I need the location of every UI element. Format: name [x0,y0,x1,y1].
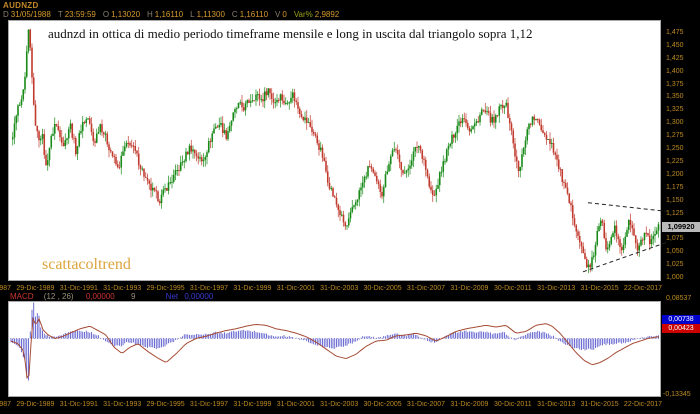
date-tick: 31-Dic-2013 [537,401,576,408]
watermark: scattacoltrend [42,256,131,273]
last-price-tag: 1,09920 [662,221,700,232]
date-tick: 30-Dic-2005 [363,285,402,292]
price-chart-panel[interactable] [8,20,661,281]
macd-axis-max: 0,08537 [666,295,692,302]
price-tick: 1,325 [666,106,684,114]
ohlc-header: D 31/05/1988 T 23:59:59 O 1,13020 H 1,16110 L 1,1… [3,10,346,19]
price-tick: 1,450 [666,41,684,49]
date-tick: 31-Dic-1991 [59,401,98,408]
field-value: 1,11300 [196,10,225,19]
date-tick: 31-Dic-2015 [580,401,619,408]
field-value: 2,9892 [314,10,340,19]
field-label: C [231,10,238,19]
date-tick: 30-Dic-2011 [493,401,532,408]
date-tick: 31-Dic-2003 [320,401,359,408]
date-tick: 29-Dic-1989 [16,401,55,408]
price-tick: 1,200 [666,170,684,178]
date-tick: 31-Dic-2015 [580,285,619,292]
field-label: L [190,10,195,19]
date-tick: 29-Dic-1995 [146,285,185,292]
field-value: 1,16110 [154,10,184,19]
macd-panel[interactable] [8,301,661,397]
field-value: 1,13020 [111,10,141,19]
macd-params: (12 , 26) [43,292,74,301]
date-tick: 22-Dic-2017 [623,401,663,408]
price-tick: 1,300 [666,119,684,127]
date-tick: 29-Dic-1995 [146,401,185,408]
price-tick: 1,150 [666,196,684,204]
price-tick: 1,025 [666,261,684,269]
price-tick: 1,000 [666,274,684,281]
macd-net-value: 0,00000 [184,292,214,301]
date-tick: 31-Dic-1997 [189,401,229,408]
chart-annotation-title: audnzd in ottica di medio periodo timefr… [48,26,533,41]
price-tick: 1,425 [666,54,684,62]
field-value: 31/05/1988 [10,10,51,19]
macd-signal-period: 9 [130,292,136,301]
date-tick: 31-Dic-2007 [406,401,446,408]
date-axis-macd: 31-Dic-1987 29-Dic-1989 31-Dic-1991 31-Dic-… [0,401,700,410]
date-tick: 29-Dic-1989 [16,285,55,292]
date-tick: 30-Dic-2011 [493,285,532,292]
date-tick: 31-Dic-1999 [233,401,272,408]
ticker-symbol: AUDNZD [3,1,39,10]
price-tick: 1,375 [666,80,684,88]
date-tick: 31-Dic-2013 [537,285,576,292]
macd-indicator-header: MACD (12 , 26) 0,00000 9 Net 0,00000 [10,292,213,301]
price-tick: 1,350 [666,93,684,101]
macd-label: MACD [10,292,34,301]
field-value: 1,16110 [239,10,269,19]
field-label: D [3,10,9,19]
price-tick: 1,075 [666,235,684,243]
date-tick: 31-Dic-1993 [103,285,142,292]
field-value: 23:59:59 [64,10,96,19]
date-tick: 22-Dic-2017 [623,285,663,292]
date-tick: 31-Dic-1997 [189,285,229,292]
price-tick: 1,275 [666,132,684,140]
date-tick: 31-Dic-1987 [0,401,12,408]
macd-net-label: Net [165,292,179,301]
date-tick: 31-Dic-2009 [450,285,489,292]
date-tick: 31-Dic-1987 [0,285,12,292]
date-tick: 31-Dic-2001 [276,285,315,292]
field-label: V [275,10,281,19]
date-tick: 30-Dic-2005 [363,401,402,408]
macd-value: 0,00000 [85,292,115,301]
date-tick: 31-Dic-1991 [59,285,98,292]
price-tick: 1,175 [666,183,684,191]
price-tick: 1,475 [666,28,684,36]
price-tick: 1,400 [666,67,684,75]
date-tick: 31-Dic-1999 [233,285,272,292]
date-tick: 31-Dic-2007 [406,285,446,292]
price-axis: 1,475 1,450 1,425 1,400 1,375 1,350 1,325 1,300… [666,0,700,414]
field-label: O [102,10,110,19]
date-tick: 31-Dic-2003 [320,285,359,292]
date-tick: 31-Dic-2009 [450,401,489,408]
macd-axis-min: -0,13345 [663,391,691,398]
macd-value-tag: 0,00738 [662,315,700,324]
field-label: T [57,10,63,19]
field-label: H [147,10,153,19]
macd-signal-tag: 0,00423 [662,324,700,333]
field-value: 0 [282,10,287,19]
price-tick: 1,050 [666,248,684,256]
date-tick: 31-Dic-1993 [103,401,142,408]
field-label: Var% [293,10,313,19]
price-tick: 1,250 [666,145,684,153]
price-tick: 1,125 [666,209,684,217]
price-tick: 1,225 [666,157,684,165]
date-tick: 31-Dic-2001 [276,401,315,408]
date-axis-main: 31-Dic-1987 29-Dic-1989 31-Dic-1991 31-Dic-… [0,285,700,294]
